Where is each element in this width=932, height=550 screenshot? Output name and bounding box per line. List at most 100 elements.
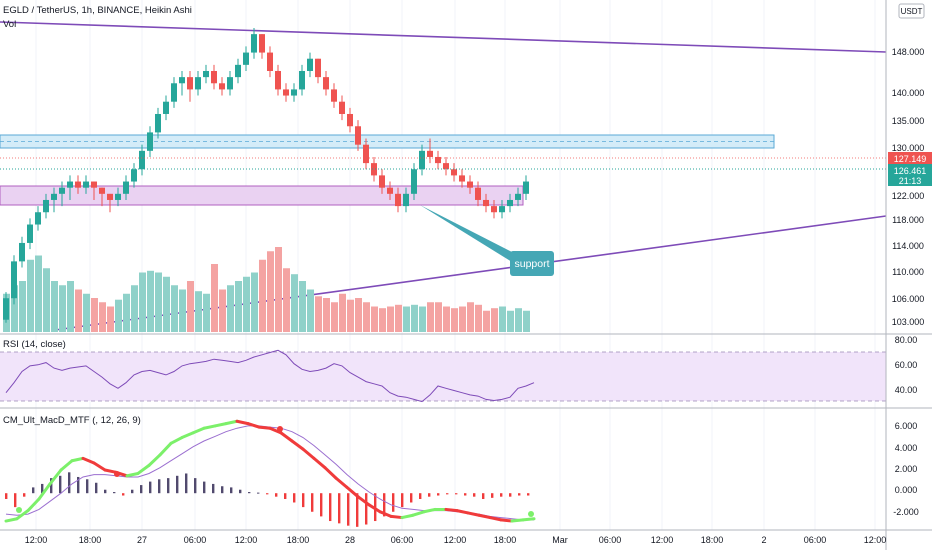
macd-hist-bar xyxy=(338,493,341,524)
macd-line-segment xyxy=(444,507,459,513)
rsi-axis-ticks: 80.00 60.00 40.00 xyxy=(895,335,918,395)
macd-line-segment xyxy=(202,424,217,430)
macd-axis-ticks: 6.000 4.000 2.000 0.000 -2.000 xyxy=(893,421,919,517)
candle-body xyxy=(131,169,137,182)
macd-line-segment xyxy=(455,509,470,515)
macd-cross-dot xyxy=(277,426,283,432)
candle-body xyxy=(203,70,209,78)
candle-body xyxy=(115,193,121,200)
candle-body xyxy=(443,163,449,170)
macd-line-segment xyxy=(290,439,305,451)
candle-body xyxy=(523,181,529,194)
callout-text: support xyxy=(514,258,549,270)
time-tick-label: 12:00 xyxy=(25,535,48,545)
macd-hist-bar xyxy=(86,479,89,494)
candle-body xyxy=(171,83,177,102)
candle-body xyxy=(355,126,361,145)
macd-cross-dot xyxy=(114,471,120,477)
macd-line-segment xyxy=(48,468,63,486)
candle-body xyxy=(75,181,81,188)
price-tick-label: 106.000 xyxy=(892,294,925,304)
time-axis-ticks[interactable]: 12:00 18:00 27 06:00 12:00 18:00 28 06:00 12:00 1… xyxy=(25,535,887,545)
macd-hist-bar xyxy=(14,493,17,508)
macd-line-segment xyxy=(400,513,415,520)
volume-bar xyxy=(523,310,530,332)
macd-histogram xyxy=(5,472,530,527)
volume-bar xyxy=(443,306,450,332)
candle-body xyxy=(403,193,409,207)
macd-hist-bar xyxy=(320,493,323,517)
macd-hist-bar xyxy=(104,489,107,494)
macd-title: CM_Ult_MacD_MTF (, 12, 26, 9) xyxy=(3,415,141,426)
macd-line-segment xyxy=(279,431,294,443)
volume-bar xyxy=(491,308,498,332)
volume-bar xyxy=(323,298,330,332)
candle-body xyxy=(27,224,33,243)
volume-bar xyxy=(59,285,66,332)
volume-bar xyxy=(19,281,26,332)
macd-tick-label: 6.000 xyxy=(895,421,918,431)
candle-body xyxy=(59,187,65,194)
time-tick-label: 06:00 xyxy=(184,535,207,545)
macd-hist-bar xyxy=(347,493,350,526)
macd-tick-label: -2.000 xyxy=(893,507,919,517)
volume-bar xyxy=(91,298,98,332)
macd-cross-dot xyxy=(16,507,22,513)
candle-body xyxy=(371,163,377,176)
volume-bar xyxy=(235,281,242,332)
macd-line-segment xyxy=(158,441,173,457)
macd-line-segment xyxy=(92,461,107,472)
macd-tick-label: 4.000 xyxy=(895,443,918,453)
macd-line-segment xyxy=(169,436,184,445)
volume-label: Vol xyxy=(3,19,16,30)
volume-bar xyxy=(475,304,482,332)
candle-body xyxy=(235,64,241,78)
volume-bar xyxy=(419,306,426,332)
current-price-tag xyxy=(888,152,932,165)
candle-body xyxy=(299,70,305,90)
currency-badge[interactable] xyxy=(898,3,925,19)
volume-bar xyxy=(435,302,442,332)
macd-hist-bar xyxy=(464,493,467,496)
volume-bar xyxy=(131,285,138,332)
volume-bar xyxy=(291,274,298,332)
volume-bar xyxy=(467,302,474,332)
price-tick-label: 122.000 xyxy=(892,191,925,201)
volume-bar xyxy=(483,310,490,332)
rsi-tick-label: 60.00 xyxy=(895,360,918,370)
candle-body xyxy=(155,113,161,133)
volume-bar xyxy=(139,272,146,332)
volume-bar xyxy=(11,285,18,332)
rsi-line[interactable] xyxy=(5,349,535,403)
upper-trend-line[interactable] xyxy=(0,21,887,53)
macd-hist-bar xyxy=(455,493,458,495)
macd-line[interactable] xyxy=(4,419,536,523)
macd-hist-bar xyxy=(185,473,188,494)
macd-line-segment xyxy=(345,485,360,499)
candle-body xyxy=(163,101,169,114)
candle-body xyxy=(499,206,505,213)
macd-hist-bar xyxy=(23,493,26,497)
candle-body xyxy=(67,181,73,188)
macd-hist-bar xyxy=(5,493,8,499)
volume-bar xyxy=(187,281,194,332)
callout-box xyxy=(510,251,554,276)
candle-body xyxy=(387,187,393,194)
volume-bar xyxy=(379,308,386,332)
macd-line-segment xyxy=(147,453,162,467)
candle-body xyxy=(3,298,9,320)
macd-hist-bar xyxy=(311,493,314,512)
macd-hist-bar xyxy=(212,483,215,494)
price-tick-label: 135.000 xyxy=(892,116,925,126)
volume-bar xyxy=(67,281,74,332)
candle-body xyxy=(379,175,385,188)
candle-body xyxy=(283,89,289,96)
time-tick-label: 18:00 xyxy=(79,535,102,545)
price-axis-ticks[interactable]: 148.000 140.000 135.000 130.000 122.000 118.0… xyxy=(892,47,925,327)
support-callout[interactable]: support xyxy=(420,205,554,276)
countdown-label: 21:13 xyxy=(899,176,922,186)
time-tick-label: 18:00 xyxy=(494,535,517,545)
time-tick-label: Mar xyxy=(552,535,568,545)
callout-pointer xyxy=(420,205,512,262)
